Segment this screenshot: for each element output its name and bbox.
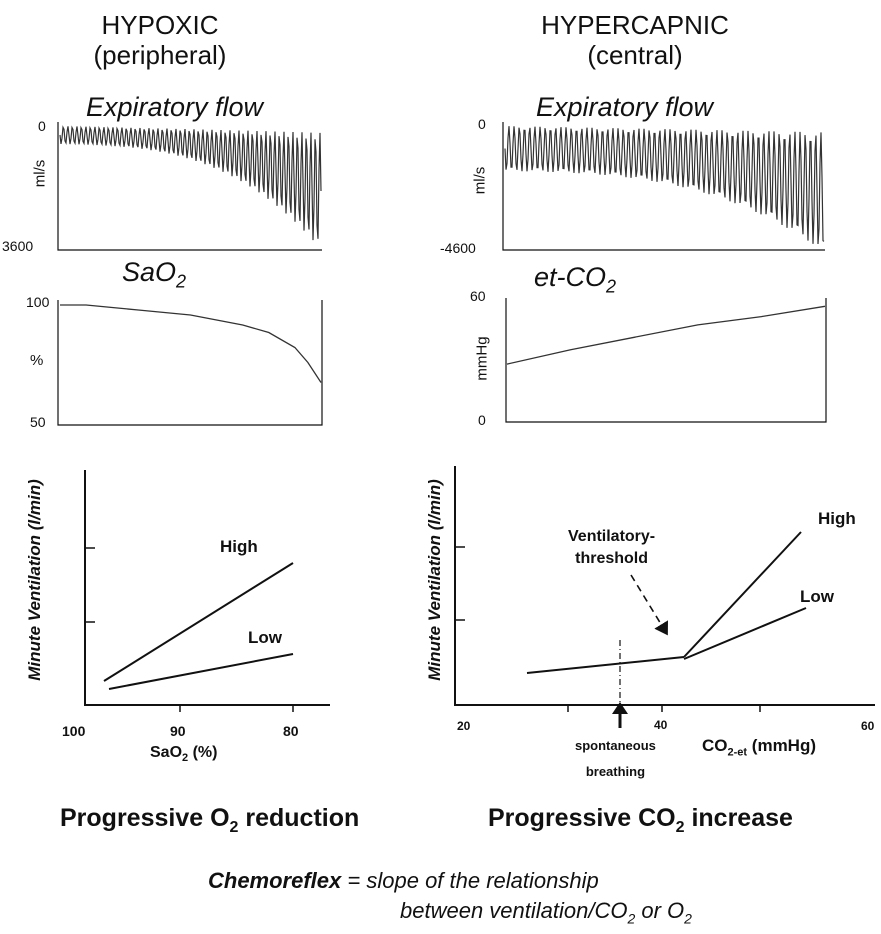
hypercapnic-summary: Progressive CO2 increase (488, 804, 793, 836)
sao2-ylabel: % (30, 352, 44, 369)
hypercapnic-subtitle: (central) (587, 40, 683, 70)
hypoxic-flow-axes (57, 122, 322, 251)
hypoxic-column-heading: HYPOXIC (peripheral) (60, 10, 260, 70)
hypoxic-flow-title: Expiratory flow (86, 92, 264, 122)
etco2-axes (505, 298, 827, 423)
hypercapnic-flow-panel (502, 122, 825, 251)
spontaneous-arrow-head (612, 702, 628, 714)
hypercapnic-flow-ymax: 0 (478, 116, 486, 132)
hypoxic-low-line (108, 653, 294, 690)
sao2-axes (57, 300, 323, 426)
hypercapnic-low-line (683, 607, 807, 660)
hypercapnic-xtick-60: 60 (861, 719, 875, 733)
hypoxic-ventilation-chart (84, 470, 330, 712)
hypoxic-low-label: Low (248, 628, 282, 647)
hypoxic-summary: Progressive O2 reduction (60, 804, 360, 836)
hypercapnic-low-label: Low (800, 587, 834, 606)
hypercapnic-xtick-40: 40 (654, 718, 668, 732)
chemoreflex-definition-line1: Chemoreflex = slope of the relationship (208, 868, 599, 893)
hypercapnic-vent-ylabel: Minute Ventilation (l/min) (425, 479, 444, 681)
etco2-ymax: 60 (470, 288, 486, 304)
hypoxic-xtick-100: 100 (62, 723, 86, 739)
etco2-ymin: 0 (478, 412, 486, 428)
sao2-title: SaO2 (122, 257, 187, 292)
etco2-panel (505, 298, 827, 423)
hypercapnic-flow-axes (502, 122, 825, 251)
hypoxic-flow-ymax: 0 (38, 118, 46, 134)
hypercapnic-ventilation-chart (454, 466, 875, 728)
hypercapnic-title: HYPERCAPNIC (541, 10, 729, 40)
sao2-ymin: 50 (30, 414, 46, 430)
hypercapnic-vent-axes (454, 466, 875, 706)
hypoxic-xtick-80: 80 (283, 723, 299, 739)
sao2-panel (57, 300, 323, 426)
hypercapnic-baseline (526, 656, 685, 674)
hypoxic-subtitle: (peripheral) (93, 40, 227, 70)
hypercapnic-high-label: High (818, 509, 856, 528)
threshold-dashed-arrow (630, 574, 668, 636)
hypercapnic-vent-xlabel: CO2-et (mmHg) (702, 736, 817, 759)
hypoxic-flow-ymin: 3600 (2, 238, 34, 254)
hypoxic-flow-waveform (59, 125, 322, 241)
hypoxic-high-line (103, 562, 294, 682)
chemoreflex-definition-line2: between ventilation/CO2 or O2 (400, 898, 692, 927)
spontaneous-breathing-label: spontaneous breathing (575, 738, 656, 779)
hypoxic-xtick-90: 90 (170, 723, 186, 739)
hypercapnic-xtick-20: 20 (457, 719, 471, 733)
hypoxic-high-label: High (220, 537, 258, 556)
hypoxic-vent-xlabel: SaO2 (%) (150, 744, 218, 765)
sao2-trace (60, 304, 322, 383)
hypoxic-title: HYPOXIC (101, 10, 219, 40)
sao2-ymax: 100 (26, 294, 50, 310)
etco2-title: et-CO2 (534, 262, 617, 297)
hypercapnic-flow-waveform (504, 126, 825, 245)
hypoxic-vent-ylabel: Minute Ventilation (l/min) (25, 479, 44, 681)
hypercapnic-high-line (683, 531, 802, 658)
ventilatory-threshold-label: Ventilatory- threshold (568, 528, 656, 567)
etco2-trace (506, 305, 826, 365)
hypoxic-flow-panel (57, 122, 322, 251)
hypercapnic-flow-ymin: -4600 (440, 240, 476, 256)
hypercapnic-column-heading: HYPERCAPNIC (central) (510, 10, 760, 70)
hypercapnic-flow-title: Expiratory flow (536, 92, 714, 122)
